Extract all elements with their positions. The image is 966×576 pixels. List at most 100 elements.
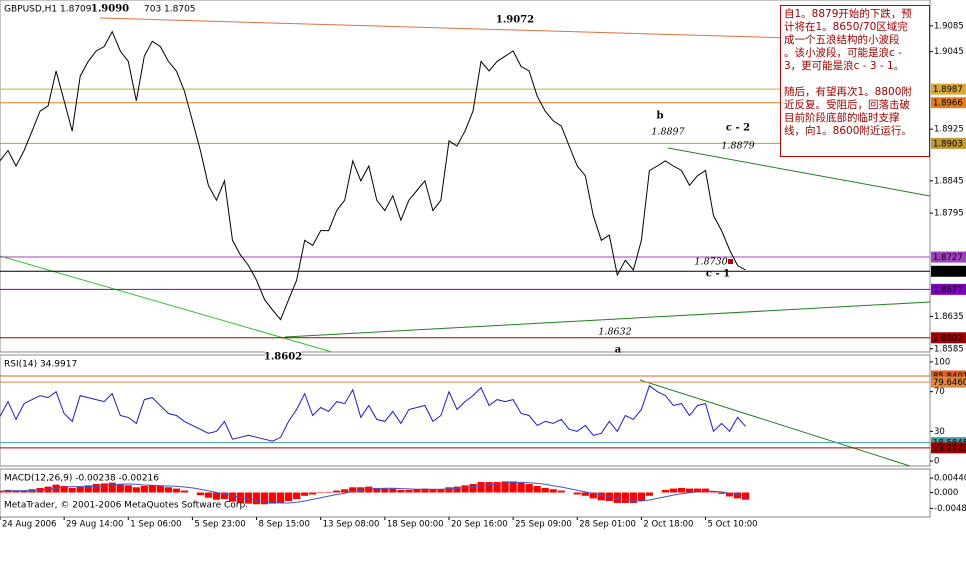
panel-title: RSI(14) 34.9917 [4,360,77,370]
histogram-bar [541,487,549,493]
y-tick-label: 70 [934,387,945,397]
histogram-bar [397,489,405,493]
histogram-bar [645,492,654,496]
histogram-bar [413,489,421,493]
note-line: 随后，有望再次1。8800附 [784,86,912,98]
note-line: 计将在1。8650/70区域完 [784,21,908,33]
annotation: 1.8730 [694,257,727,268]
note-line: 近反复。受阻后，回落击破 [784,99,910,111]
y-tick-label: 1.8585 [934,344,964,354]
y-tick-label: 0.000 [934,488,958,498]
footer: MetaTrader, © 2001-2006 MetaQuotes Softw… [4,501,248,511]
y-tick-label: 1.8925 [934,125,964,135]
x-tick-label: 8 Sep 15:00 [259,520,310,530]
histogram-bar [685,488,694,493]
x-tick-label: 5 Oct 10:00 [708,520,758,530]
x-tick-label: 20 Sep 16:00 [451,520,508,530]
histogram-bar [196,492,205,496]
level-box [931,137,966,149]
histogram-bar [60,485,68,493]
histogram-bar [68,487,76,493]
price-line [0,30,746,321]
level-box [931,265,966,277]
histogram-bar [309,492,317,495]
note-line: 3，更可能是浪c - 3 - 1。 [784,60,905,72]
histogram-bar [445,487,453,493]
histogram-bar [453,486,461,493]
level-label: 1.8987 [933,85,963,95]
annotation-bg [92,2,128,15]
histogram-bar [709,491,718,493]
histogram-bar [669,488,678,493]
level-box [931,97,966,109]
annotation: 1.8897 [651,127,685,138]
x-tick-label: 24 Aug 2006 [2,520,56,530]
annotation: 1.9072 [496,15,534,26]
histogram-bar [140,485,148,493]
histogram-bar [285,492,293,501]
histogram-bar [589,492,597,499]
histogram-bar [717,492,726,494]
histogram-bar [477,482,485,493]
x-tick-label: 28 Sep 01:00 [579,520,636,530]
annotation: c - 2 [726,123,750,134]
histogram-bar [501,481,509,493]
histogram-bar [493,482,501,493]
histogram-bar [677,487,686,493]
histogram-bar [629,492,637,503]
histogram-bar [148,485,156,493]
histogram-bar [701,488,710,493]
trendline [667,147,931,197]
histogram-bar [437,489,445,493]
y-tick-label: 1.8795 [934,209,964,219]
annotation: c - 1 [706,269,730,280]
signal-line [0,481,746,504]
histogram-bar [509,481,517,493]
y-tick-label: 1.9085 [934,21,964,31]
histogram-bar [333,490,341,493]
y-tick-label: 100 [934,357,950,367]
x-tick-label: 1 Sep 06:00 [130,520,181,530]
histogram-bar [429,489,437,493]
annotation: 1.9090 [91,4,129,15]
level-box [931,370,966,382]
level-box [931,283,966,295]
histogram-bar [116,484,124,493]
histogram-bar [381,488,389,493]
histogram-bar [244,492,253,504]
level-label: 13.2743 [933,444,966,454]
histogram-bar [92,484,100,493]
histogram-bar [325,491,333,493]
x-tick-label: 25 Sep 09:00 [515,520,572,530]
histogram-bar [276,492,285,503]
price-panel [0,0,931,353]
x-tick-label: 29 Aug 14:00 [66,520,123,530]
histogram-bar [661,489,670,493]
macd-panel [0,468,931,518]
histogram-bar [461,485,469,493]
histogram-bar [621,492,629,503]
histogram-bar [293,492,301,500]
x-tick-label: 2 Oct 18:00 [643,520,693,530]
trendline [639,379,911,467]
histogram-bar [260,492,269,505]
histogram-bar [637,492,645,501]
histogram-bar [164,487,172,493]
histogram-bar [341,489,349,493]
annotation-bg [265,350,301,363]
histogram-bar [517,482,525,493]
note-line: 线，向1。8600附近运行。 [784,125,912,137]
marker [728,259,733,264]
annotation: 1.8879 [721,141,754,152]
histogram-bar [172,488,180,493]
histogram-bar [228,492,237,502]
histogram-bar [156,485,164,493]
annotation: 1.8632 [598,327,631,338]
histogram-bar [20,490,28,493]
histogram-bar [252,492,261,505]
histogram-bar [693,488,702,493]
histogram-bar [725,492,734,497]
comment-box: 自1。8879开始的下跌，预 计将在1。8650/70区域完 成一个五浪结构的小波段… [780,5,930,157]
